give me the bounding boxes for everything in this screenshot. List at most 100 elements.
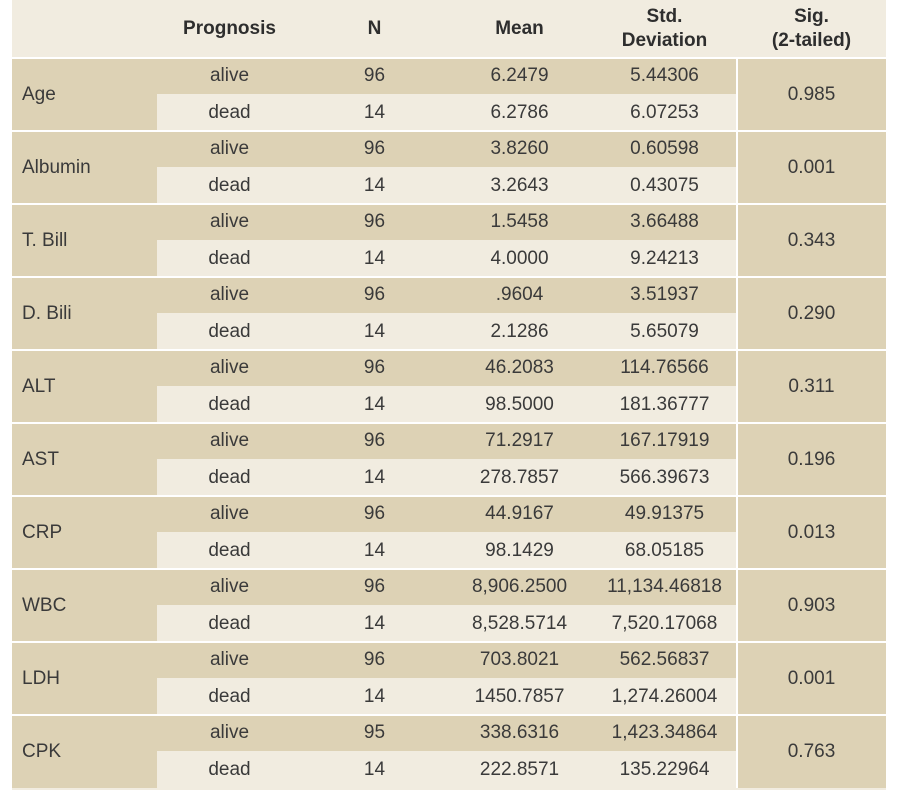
header-std-line1: Std. <box>646 6 683 27</box>
prognosis-cell: dead <box>208 248 251 269</box>
n-cell: 96 <box>363 649 386 670</box>
column-separator <box>736 350 738 423</box>
std-cell: 562.56837 <box>619 649 710 670</box>
prognosis-cell: dead <box>208 102 251 123</box>
header-sig: Sig. (2-tailed) <box>737 0 886 58</box>
prognosis-cell: dead <box>208 394 251 415</box>
band-param <box>12 277 157 350</box>
band-sig <box>737 715 886 788</box>
band-alive-row <box>157 423 737 459</box>
band-sig <box>737 131 886 204</box>
std-cell: 5.44306 <box>630 65 699 86</box>
band-param <box>12 58 157 131</box>
param-label: LDH <box>22 667 61 689</box>
column-separator <box>736 715 738 788</box>
row-separator <box>12 495 886 497</box>
param-label: WBC <box>22 594 67 616</box>
row-separator <box>12 349 886 351</box>
n-cell: 14 <box>363 102 386 123</box>
band-param <box>12 642 157 715</box>
param-label: CPK <box>22 740 62 762</box>
sig-value: 0.903 <box>787 594 836 616</box>
sig-value: 0.311 <box>788 375 835 397</box>
row-separator <box>12 422 886 424</box>
prognosis-cell: alive <box>209 357 250 378</box>
column-separator <box>736 569 738 642</box>
mean-cell: 4.0000 <box>490 248 549 269</box>
n-cell: 96 <box>363 138 386 159</box>
sig-value: 0.013 <box>787 521 836 543</box>
row-separator <box>12 641 886 643</box>
band-param <box>12 496 157 569</box>
std-cell: 6.07253 <box>630 102 699 123</box>
prognosis-cell: dead <box>208 686 251 707</box>
sig-value: 0.763 <box>787 740 836 762</box>
mean-cell: 98.5000 <box>485 394 554 415</box>
header-sig-line1: Sig. <box>794 6 829 27</box>
prognosis-cell: alive <box>209 430 250 451</box>
band-alive-row <box>157 350 737 386</box>
band-param <box>12 569 157 642</box>
band-alive-row <box>157 569 737 605</box>
n-cell: 14 <box>363 321 386 342</box>
band-alive-row <box>157 642 737 678</box>
sig-value: 0.001 <box>787 156 836 178</box>
std-cell: 9.24213 <box>630 248 699 269</box>
n-cell: 14 <box>363 467 386 488</box>
param-label: AST <box>22 448 59 470</box>
column-separator <box>736 131 738 204</box>
band-sig <box>737 58 886 131</box>
n-cell: 96 <box>363 65 386 86</box>
std-cell: 114.76566 <box>620 357 709 378</box>
prognosis-cell: alive <box>209 722 250 743</box>
prognosis-cell: dead <box>208 321 251 342</box>
band-param <box>12 131 157 204</box>
n-cell: 14 <box>363 394 386 415</box>
std-cell: 11,134.46818 <box>607 576 722 597</box>
std-cell: 167.17919 <box>619 430 710 451</box>
n-cell: 14 <box>363 759 386 780</box>
mean-cell: 2.1286 <box>490 321 549 342</box>
band-alive-row <box>157 496 737 532</box>
row-separator <box>12 203 886 205</box>
mean-cell: 3.2643 <box>490 175 549 196</box>
prognosis-cell: alive <box>209 65 250 86</box>
band-param <box>12 423 157 496</box>
n-cell: 96 <box>363 284 386 305</box>
row-separator <box>12 130 886 132</box>
mean-cell: 6.2786 <box>490 102 549 123</box>
std-cell: 3.66488 <box>630 211 699 232</box>
sig-value: 0.196 <box>787 448 836 470</box>
prognosis-cell: alive <box>209 211 250 232</box>
row-separator <box>12 568 886 570</box>
mean-cell: 278.7857 <box>479 467 560 488</box>
n-cell: 96 <box>363 503 386 524</box>
mean-cell: 44.9167 <box>485 503 554 524</box>
std-cell: 7,520.17068 <box>611 613 718 634</box>
band-sig <box>737 350 886 423</box>
prognosis-cell: dead <box>208 759 251 780</box>
n-cell: 14 <box>363 613 386 634</box>
band-sig <box>737 204 886 277</box>
table-grid: Prognosis N Mean Std. Deviation Sig. (2-… <box>12 0 886 790</box>
mean-cell: 1.5458 <box>490 211 549 232</box>
column-separator <box>736 642 738 715</box>
header-mean: Mean <box>495 18 544 39</box>
column-separator <box>736 204 738 277</box>
mean-cell: 8,528.5714 <box>471 613 568 634</box>
band-sig <box>737 423 886 496</box>
column-separator <box>736 496 738 569</box>
sig-value: 0.343 <box>787 229 836 251</box>
std-cell: 68.05185 <box>624 540 705 561</box>
header-std: Std. Deviation <box>592 0 737 58</box>
mean-cell: .9604 <box>495 284 544 305</box>
mean-cell: 1450.7857 <box>474 686 565 707</box>
std-cell: 1,274.26004 <box>611 686 718 707</box>
band-sig <box>737 277 886 350</box>
param-label: T. Bill <box>22 229 68 251</box>
param-label: ALT <box>22 375 56 397</box>
std-cell: 49.91375 <box>624 503 705 524</box>
mean-cell: 338.6316 <box>479 722 560 743</box>
header-std-line2: Deviation <box>621 30 708 51</box>
band-alive-row <box>157 277 737 313</box>
